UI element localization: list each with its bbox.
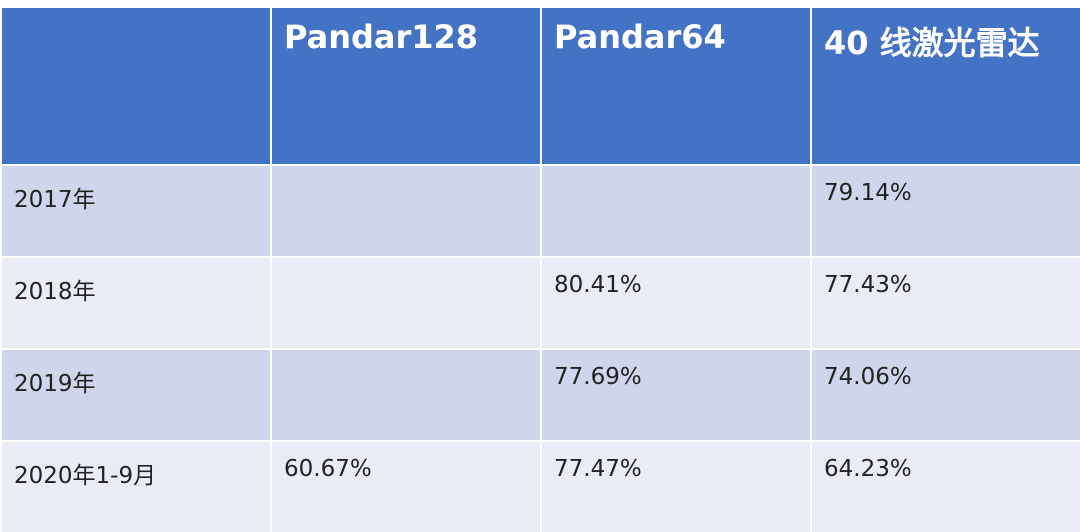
header-cell: Pandar128 bbox=[272, 8, 540, 164]
header-cell: 40 线激光雷达 bbox=[812, 8, 1080, 164]
table-cell: 77.47% bbox=[542, 442, 810, 532]
table-cell: 77.43% bbox=[812, 258, 1080, 348]
table-cell bbox=[272, 166, 540, 256]
row-label: 2018年 bbox=[2, 258, 270, 348]
row-label: 2017年 bbox=[2, 166, 270, 256]
row-label: 2020年1-9月 bbox=[2, 442, 270, 532]
header-cell bbox=[2, 8, 270, 164]
table-cell bbox=[272, 350, 540, 440]
table-cell: 77.69% bbox=[542, 350, 810, 440]
header-cell: Pandar64 bbox=[542, 8, 810, 164]
table-cell: 74.06% bbox=[812, 350, 1080, 440]
table-cell bbox=[542, 166, 810, 256]
table: Pandar128 Pandar64 40 线激光雷达 2017年 79.14% 2018… bbox=[2, 8, 1080, 532]
table-cell: 80.41% bbox=[542, 258, 810, 348]
table-cell: 64.23% bbox=[812, 442, 1080, 532]
row-label: 2019年 bbox=[2, 350, 270, 440]
table-cell: 79.14% bbox=[812, 166, 1080, 256]
table-cell: 60.67% bbox=[272, 442, 540, 532]
table-cell bbox=[272, 258, 540, 348]
